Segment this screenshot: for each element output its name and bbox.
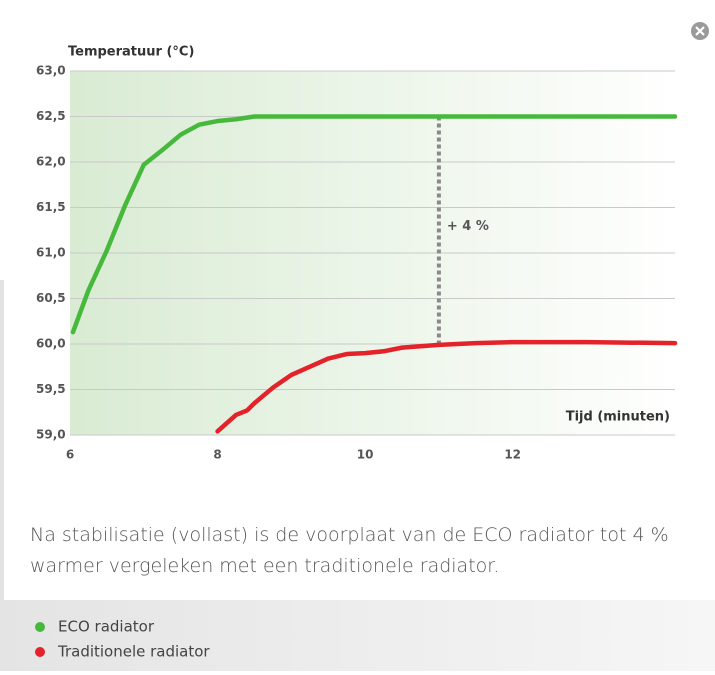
x-tick-label: 12 [504,448,521,462]
legend-marker [35,647,45,657]
annotation-text: + 4 % [447,219,489,234]
legend-label: ECO radiator [58,618,155,636]
y-tick-label: 60,0 [36,337,66,351]
y-tick-label: 59,0 [36,428,66,442]
x-tick-label: 8 [213,448,221,462]
y-tick-label: 59,5 [36,382,66,396]
x-tick-label: 10 [357,448,374,462]
y-tick-label: 60,5 [36,291,66,305]
x-axis-label: Tijd (minuten) [566,410,670,425]
x-tick-label: 6 [66,448,74,462]
y-tick-label: 62,5 [36,109,66,123]
series-line [70,114,678,335]
y-axis-label: Temperatuur (°C) [68,45,194,60]
caption: Na stabilisatie (vollast) is de voorplaa… [30,524,669,577]
y-tick-label: 61,5 [36,200,66,214]
series-line [215,339,678,434]
close-button[interactable] [691,22,709,40]
caption-box: Na stabilisatie (vollast) is de voorplaa… [30,524,669,577]
legend-label: Traditionele radiator [57,643,210,661]
y-tick-label: 63,0 [36,64,66,78]
legend-area [0,600,715,671]
y-tick-label: 62,0 [36,155,66,169]
legend-marker [35,622,45,632]
y-tick-label: 61,0 [36,246,66,260]
